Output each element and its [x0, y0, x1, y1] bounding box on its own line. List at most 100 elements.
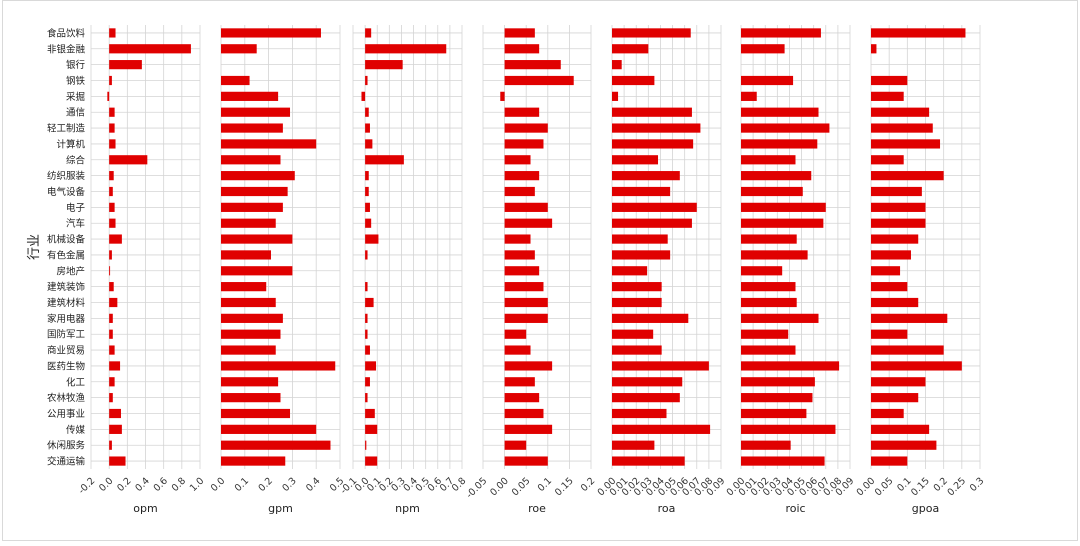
x-axis-title: roa: [658, 502, 676, 515]
bar-roe: [505, 60, 561, 69]
bar-roe: [505, 187, 535, 196]
bar-roa: [612, 76, 654, 85]
bar-gpm: [221, 266, 292, 275]
bar-opm: [109, 250, 112, 259]
bar-gpm: [221, 44, 257, 53]
bar-roic: [741, 139, 817, 148]
panel-roa: 0.000.010.020.030.040.050.060.070.080.09…: [596, 25, 728, 515]
bar-gpoa: [871, 92, 904, 101]
category-label: 医药生物: [47, 360, 86, 372]
bar-npm: [365, 76, 367, 85]
bar-npm: [365, 409, 375, 418]
bar-gpm: [221, 361, 335, 370]
bar-npm: [365, 330, 367, 339]
category-label: 房地产: [56, 265, 85, 277]
bar-npm: [365, 187, 369, 196]
bar-gpm: [221, 425, 316, 434]
category-label: 轻工制造: [47, 123, 86, 135]
bar-roa: [612, 60, 622, 69]
bar-roe: [505, 171, 540, 180]
bar-roa: [612, 330, 653, 339]
category-label: 公用事业: [47, 408, 85, 420]
bar-gpm: [221, 345, 276, 354]
bar-roe: [505, 250, 535, 259]
bar-npm: [365, 377, 370, 386]
bar-gpoa: [871, 250, 911, 259]
bar-npm: [365, 108, 369, 117]
bar-opm: [109, 298, 117, 307]
category-label: 采掘: [66, 91, 85, 103]
category-label: 钢铁: [66, 75, 86, 87]
bar-roic: [741, 187, 803, 196]
bar-roe: [505, 409, 544, 418]
bar-roa: [612, 234, 668, 243]
bar-roic: [741, 250, 808, 259]
bar-roa: [612, 266, 647, 275]
bar-gpm: [221, 155, 281, 164]
category-label: 纺织服装: [47, 170, 86, 182]
bar-roic: [741, 266, 782, 275]
bar-npm: [365, 44, 446, 53]
bar-gpm: [221, 108, 290, 117]
panel-background: [741, 25, 850, 469]
bar-npm: [365, 203, 370, 212]
bar-roic: [741, 425, 835, 434]
category-label: 建筑装饰: [47, 281, 85, 293]
bar-gpoa: [871, 76, 907, 85]
x-axis-title: opm: [133, 502, 157, 515]
bar-opm: [109, 361, 120, 370]
bar-gpm: [221, 92, 278, 101]
bar-gpm: [221, 409, 290, 418]
category-label: 有色金属: [47, 249, 85, 261]
bar-gpoa: [871, 234, 918, 243]
bar-roic: [741, 44, 785, 53]
bar-roic: [741, 361, 839, 370]
bar-roa: [612, 123, 700, 132]
bar-opm: [109, 155, 147, 164]
category-label: 休闲服务: [47, 440, 86, 452]
bar-npm: [365, 60, 403, 69]
category-label: 传媒: [66, 424, 86, 436]
x-axis-title: npm: [395, 502, 420, 515]
bar-opm: [109, 76, 112, 85]
bar-opm: [109, 393, 113, 402]
bar-roe: [505, 425, 553, 434]
bar-opm: [109, 234, 122, 243]
bar-roe: [500, 92, 504, 101]
category-label: 家用电器: [47, 313, 86, 325]
bar-roic: [741, 330, 788, 339]
bar-gpoa: [871, 456, 907, 465]
bar-roe: [505, 282, 544, 291]
bar-roic: [741, 345, 796, 354]
category-label: 计算机: [56, 138, 85, 150]
bar-roic: [741, 219, 823, 228]
bar-opm: [109, 44, 191, 53]
bar-gpm: [221, 219, 276, 228]
bar-opm: [109, 28, 115, 37]
bar-roa: [612, 425, 710, 434]
bar-gpm: [221, 28, 321, 37]
bar-npm: [365, 171, 369, 180]
bar-gpoa: [871, 28, 965, 37]
bar-roa: [612, 219, 692, 228]
bar-gpoa: [871, 282, 907, 291]
bar-npm: [365, 345, 370, 354]
bar-gpoa: [871, 187, 922, 196]
bar-roe: [505, 377, 535, 386]
category-label: 建筑材料: [47, 297, 86, 309]
bar-roe: [505, 234, 531, 243]
bar-roa: [612, 361, 709, 370]
bar-gpm: [221, 203, 283, 212]
bar-roa: [612, 28, 691, 37]
panel-background: [483, 25, 591, 469]
bar-roe: [505, 393, 540, 402]
category-label: 机械设备: [47, 234, 86, 246]
bar-roe: [505, 203, 548, 212]
bar-gpm: [221, 441, 330, 450]
bar-npm: [365, 123, 370, 132]
